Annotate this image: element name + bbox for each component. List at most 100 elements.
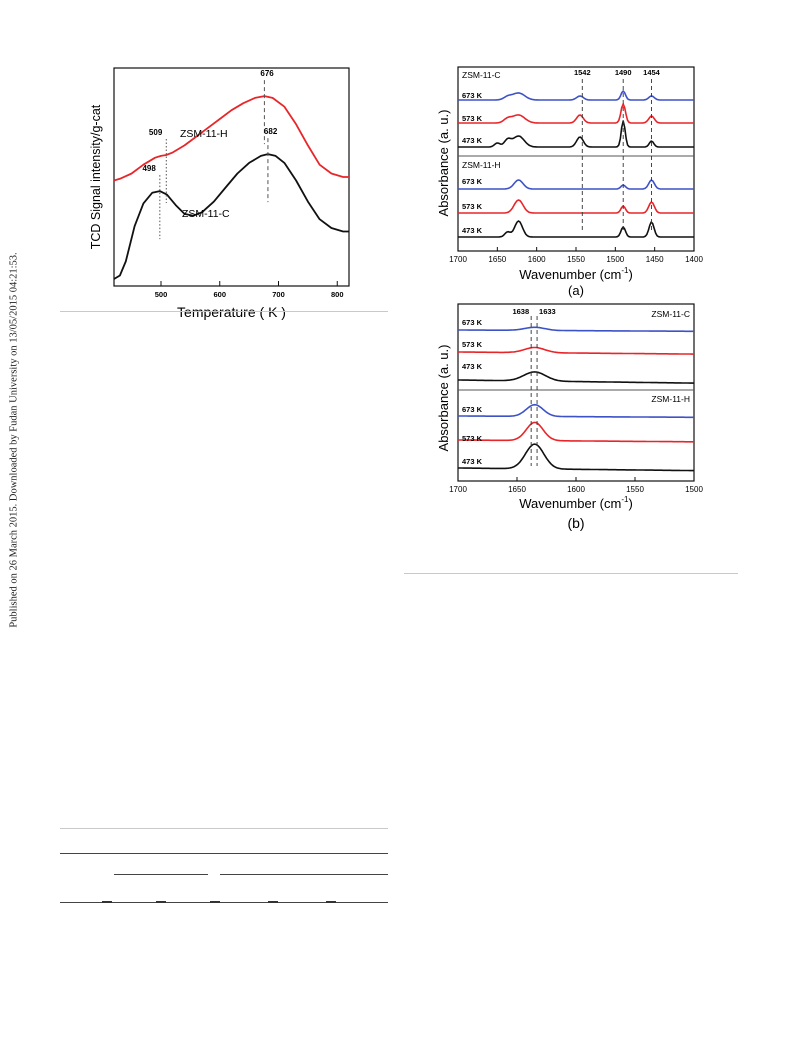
chart-tpd-series	[113, 95, 349, 280]
ir-series-line	[458, 443, 694, 472]
chart-ir-b-temp-label: 473 K	[462, 457, 483, 466]
chart-ir-b-xlabel-main: Wavenumber (cm	[519, 496, 621, 511]
ir-series-line	[458, 346, 694, 355]
table-header-rule	[60, 853, 388, 854]
table-subheader-rule-left	[114, 874, 208, 875]
tpd-xtick-label: 700	[272, 290, 285, 299]
download-watermark-text: Published on 26 March 2015. Downloaded b…	[8, 252, 20, 628]
ir-series-line	[458, 199, 694, 214]
ir-xtick-label: 1700	[449, 485, 467, 494]
ir-xtick-label: 1650	[488, 255, 506, 264]
ir-xtick-label: 1450	[646, 255, 664, 264]
chart-tpd-series-label-0: ZSM-11-H	[180, 128, 228, 140]
chart-ir-a-peaks: 1542 1490 1454	[574, 68, 661, 233]
chart-ir-b-temp-label: 473 K	[462, 362, 483, 371]
tpd-peak-label: 682	[264, 127, 278, 136]
chart-ir-a-temp-label: 573 K	[462, 202, 483, 211]
chart-ir-a-group-label-1: ZSM-11-H	[462, 160, 501, 170]
table-column-marker	[102, 901, 112, 903]
ir-series-line	[458, 371, 694, 384]
chart-ir-a-ylabel: Absorbance (a. u.)	[436, 110, 451, 217]
ir-series-line	[458, 403, 694, 419]
chart-ir-b-peaks: 1638 1633	[512, 307, 556, 466]
chart-tpd-xlabel: Temperature ( K )	[177, 304, 286, 320]
tpd-series-line-0	[113, 95, 349, 182]
table-top-rule	[60, 828, 388, 829]
chart-ir-b-xlabel: Wavenumber (cm-1)	[519, 495, 633, 511]
ir-xtick-label: 1600	[528, 255, 546, 264]
figure-ir-a: 1542 1490 1454 1700 1650 1600 1550 1500 1450 140…	[432, 55, 712, 300]
ir-xtick-label: 1650	[508, 485, 526, 494]
chart-ir-b: 1638 1633 1700 1650 1600 1550 1500 Absorbance…	[436, 303, 703, 531]
ir-xtick-label: 1550	[567, 255, 585, 264]
ir-xtick-label: 1400	[685, 255, 703, 264]
ir-peak-label: 1633	[539, 307, 556, 316]
chart-tpd-peaks: 509 676 498 682	[142, 69, 278, 240]
chart-ir-a-temp-label: 473 K	[462, 226, 483, 235]
figure-tpd: 509 676 498 682 500 600 700 800 TCD Signal int…	[60, 40, 360, 320]
chart-ir-a-temp-label: 473 K	[462, 136, 483, 145]
ir-xtick-label: 1600	[567, 485, 585, 494]
chart-ir-b-series	[458, 326, 694, 472]
tpd-xtick-label: 800	[331, 290, 344, 299]
ir-series-line	[458, 421, 694, 443]
ir-series-line	[458, 220, 694, 238]
tpd-peak-label: 498	[142, 164, 156, 173]
chart-ir-b-temp-label: 673 K	[462, 405, 483, 414]
chart-ir-a-temp-label: 573 K	[462, 114, 483, 123]
ir-series-line	[458, 179, 694, 190]
table-column-marker	[268, 901, 278, 903]
ir-peak-label: 1638	[512, 307, 529, 316]
chart-ir-b-temp-label: 573 K	[462, 340, 483, 349]
chart-ir-b-panel-label: (b)	[567, 515, 584, 531]
table-column-marker	[210, 901, 220, 903]
table-column-marker	[156, 901, 166, 903]
ir-series-line	[458, 90, 694, 101]
chart-ir-b-temp-label: 673 K	[462, 318, 483, 327]
download-watermark: Published on 26 March 2015. Downloaded b…	[1, 230, 27, 650]
ir-series-line	[458, 326, 694, 333]
figure-ir-b: 1638 1633 1700 1650 1600 1550 1500 Absorbance…	[432, 298, 712, 540]
chart-ir-b-temp-label: 573 K	[462, 434, 483, 443]
chart-ir-a-frame	[457, 66, 695, 252]
tpd-xtick-label: 600	[213, 290, 226, 299]
chart-tpd-ylabel: TCD Signal intensity/g-cat	[89, 104, 103, 249]
chart-tpd-xticks: 500 600 700 800	[155, 281, 344, 299]
chart-ir-a-group-label-0: ZSM-11-C	[462, 70, 501, 80]
figure-caption-rule-right	[404, 573, 738, 574]
tpd-peak-label: 676	[260, 69, 274, 78]
ir-peak-label: 1542	[574, 68, 591, 77]
tpd-peak-label: 509	[149, 128, 163, 137]
chart-ir-a-temp-label: 673 K	[462, 91, 483, 100]
chart-ir-a-xlabel: Wavenumber (cm-1)	[519, 266, 633, 282]
chart-ir-a-xlabel-main: Wavenumber (cm	[519, 267, 621, 282]
chart-tpd-frame	[113, 67, 350, 287]
ir-peak-label: 1490	[615, 68, 632, 77]
chart-ir-b-xlabel-sup: -1	[621, 495, 629, 504]
ir-xtick-label: 1700	[449, 255, 467, 264]
chart-ir-a-xlabel-close: )	[628, 267, 632, 282]
chart-tpd-plot-area: 509 676 498 682 500 600 700 800 TCD Signal int…	[89, 67, 350, 299]
ir-series-line	[458, 103, 694, 124]
chart-tpd: 509 676 498 682 500 600 700 800 TCD Signal int…	[89, 67, 350, 299]
ir-xtick-label: 1550	[626, 485, 644, 494]
chart-ir-b-group-label-1: ZSM-11-H	[651, 394, 690, 404]
tpd-xtick-label: 500	[155, 290, 168, 299]
table-subheader-rule-right	[220, 874, 388, 875]
tpd-series-line-1	[113, 153, 349, 280]
chart-ir-b-group-label-0: ZSM-11-C	[651, 309, 690, 319]
ir-peak-label: 1454	[643, 68, 661, 77]
chart-ir-b-ylabel: Absorbance (a. u.)	[436, 345, 451, 452]
chart-tpd-series-label-1: ZSM-11-C	[182, 208, 230, 220]
figure-caption-rule-left	[60, 311, 388, 312]
chart-ir-b-xticks: 1700 1650 1600 1550 1500	[449, 477, 703, 494]
ir-xtick-label: 1500	[685, 485, 703, 494]
chart-ir-a-xticks: 1700 1650 1600 1550 1500 1450 1400	[449, 247, 703, 264]
table-column-marker	[326, 901, 336, 903]
chart-ir-a-xlabel-sup: -1	[621, 266, 629, 275]
ir-xtick-label: 1500	[606, 255, 624, 264]
chart-ir-a: 1542 1490 1454 1700 1650 1600 1550 1500 1450 140…	[436, 66, 703, 298]
chart-ir-a-panel-label: (a)	[568, 283, 584, 298]
chart-ir-a-temp-label: 673 K	[462, 177, 483, 186]
ir-series-line	[458, 120, 694, 148]
